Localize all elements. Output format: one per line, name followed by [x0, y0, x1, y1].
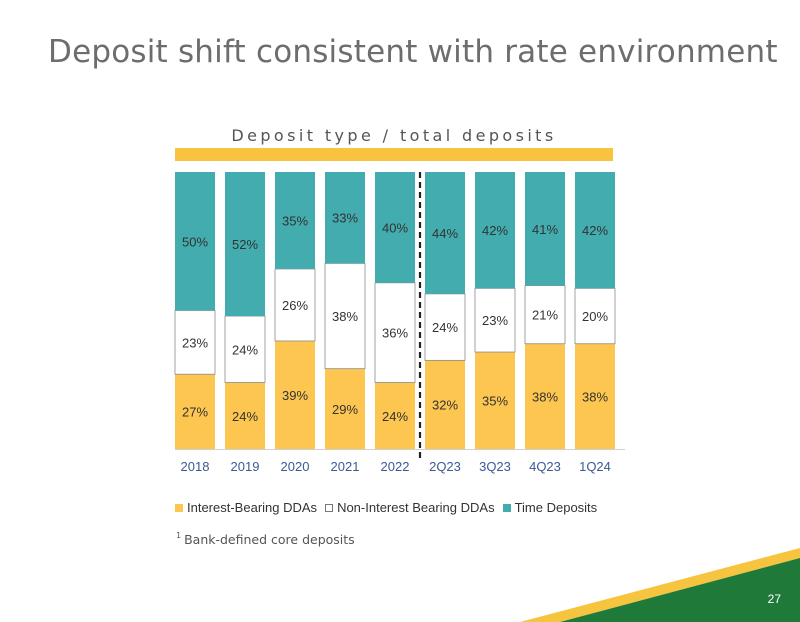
chart-legend: Interest-Bearing DDAs Non-Interest Beari… [175, 500, 597, 515]
bar-segment-non-interest-bearing-2021 [324, 263, 366, 370]
x-tick-label-2q23: 2Q23 [429, 459, 461, 474]
footnote: 1 Bank-defined core deposits [176, 531, 355, 547]
legend-label-interest-bearing: Interest-Bearing DDAs [187, 500, 318, 515]
data-label-time-deposits-2018: 50% [182, 234, 208, 249]
data-label-non-interest-bearing-2021: 38% [332, 309, 358, 324]
legend-item-interest-bearing: Interest-Bearing DDAs [175, 500, 317, 515]
bar-segment-time-deposits-2019 [225, 172, 265, 317]
x-tick-label-4q23: 4Q23 [529, 459, 561, 474]
legend-swatch-time-deposits [502, 503, 511, 512]
bar-segment-non-interest-bearing-4q23 [524, 285, 566, 345]
data-label-non-interest-bearing-2019: 24% [232, 342, 258, 357]
bar-segment-non-interest-bearing-1q24 [574, 287, 616, 345]
bar-segment-time-deposits-2q23 [425, 172, 465, 294]
bar-segment-time-deposits-4q23 [525, 172, 565, 286]
data-label-interest-bearing-2019: 24% [232, 409, 258, 424]
data-label-non-interest-bearing-3q23: 23% [482, 313, 508, 328]
data-label-time-deposits-4q23: 41% [532, 222, 558, 237]
data-label-non-interest-bearing-2020: 26% [282, 298, 308, 313]
data-label-non-interest-bearing-2018: 23% [182, 335, 208, 350]
data-label-time-deposits-3q23: 42% [482, 223, 508, 238]
bar-segment-interest-bearing-2018 [175, 374, 215, 449]
bar-segment-interest-bearing-4q23 [525, 343, 565, 449]
bar-segment-interest-bearing-1q24 [575, 343, 615, 449]
bar-segment-time-deposits-2021 [325, 172, 365, 264]
legend-label-time-deposits: Time Deposits [514, 500, 598, 515]
x-tick-label-2020: 2020 [281, 459, 310, 474]
page-number: 27 [767, 592, 781, 606]
bar-segment-interest-bearing-3q23 [475, 352, 515, 449]
data-label-time-deposits-1q24: 42% [582, 223, 608, 238]
footnote-marker: 1 [176, 531, 182, 540]
bar-segment-non-interest-bearing-3q23 [474, 287, 516, 353]
data-label-time-deposits-2q23: 44% [432, 226, 458, 241]
bar-segment-time-deposits-3q23 [475, 172, 515, 289]
data-label-time-deposits-2022: 40% [382, 220, 408, 235]
legend-swatch-interest-bearing [175, 503, 183, 512]
bar-segment-time-deposits-2018 [175, 172, 215, 311]
chart-header-bar [175, 148, 613, 161]
data-label-interest-bearing-2020: 39% [282, 388, 308, 403]
data-label-interest-bearing-2021: 29% [332, 402, 358, 417]
bar-segment-interest-bearing-2022 [375, 382, 415, 449]
x-tick-label-2019: 2019 [231, 459, 260, 474]
data-label-time-deposits-2021: 33% [332, 211, 358, 226]
data-label-interest-bearing-4q23: 38% [532, 389, 558, 404]
data-label-non-interest-bearing-1q24: 20% [582, 309, 608, 324]
bar-segment-non-interest-bearing-2022 [374, 282, 416, 383]
bar-segment-interest-bearing-2019 [225, 382, 265, 449]
legend-item-non-interest-bearing: Non-Interest Bearing DDAs [325, 500, 495, 515]
data-label-time-deposits-2020: 35% [282, 213, 308, 228]
legend-swatch-non-interest-bearing [325, 503, 334, 512]
data-label-non-interest-bearing-4q23: 21% [532, 308, 558, 323]
data-label-interest-bearing-2018: 27% [182, 405, 208, 420]
data-label-interest-bearing-3q23: 35% [482, 394, 508, 409]
bar-segment-interest-bearing-2q23 [425, 360, 465, 449]
chart-header: Deposit type / total deposits [231, 126, 557, 145]
bar-segment-time-deposits-2022 [375, 172, 415, 283]
slide-title: Deposit shift consistent with rate envir… [48, 34, 778, 70]
legend-label-non-interest-bearing: Non-Interest Bearing DDAs [337, 500, 495, 515]
bar-segment-interest-bearing-2020 [275, 340, 315, 449]
bar-segment-non-interest-bearing-2q23 [424, 293, 466, 361]
footnote-text: Bank-defined core deposits [184, 532, 355, 547]
x-tick-label-3q23: 3Q23 [479, 459, 511, 474]
x-tick-label-2022: 2022 [381, 459, 410, 474]
x-tick-label-2018: 2018 [181, 459, 210, 474]
data-label-non-interest-bearing-2q23: 24% [432, 320, 458, 335]
legend-item-time-deposits: Time Deposits [502, 500, 598, 515]
bar-segment-interest-bearing-2021 [325, 368, 365, 449]
bar-segment-time-deposits-1q24 [575, 172, 615, 289]
bar-segment-non-interest-bearing-2019 [224, 315, 266, 383]
data-label-interest-bearing-2q23: 32% [432, 398, 458, 413]
data-label-interest-bearing-2022: 24% [382, 409, 408, 424]
data-label-time-deposits-2019: 52% [232, 237, 258, 252]
data-label-non-interest-bearing-2022: 36% [382, 326, 408, 341]
bar-segment-non-interest-bearing-2018 [174, 310, 216, 375]
x-tick-label-2021: 2021 [331, 459, 360, 474]
x-tick-label-1q24: 1Q24 [579, 459, 611, 474]
bar-segment-non-interest-bearing-2020 [274, 268, 316, 342]
data-label-interest-bearing-1q24: 38% [582, 389, 608, 404]
bar-segment-time-deposits-2020 [275, 172, 315, 269]
